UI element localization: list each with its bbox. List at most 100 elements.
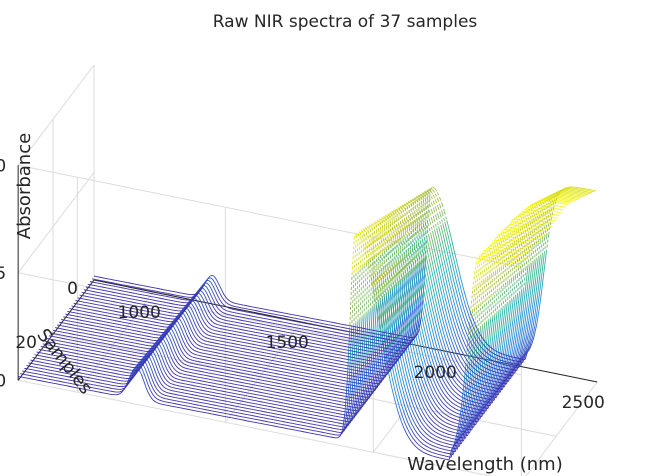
series-16-segment <box>487 401 490 404</box>
series-18-segment <box>308 373 311 375</box>
series-29-segment <box>193 385 196 387</box>
series-35-segment <box>76 381 80 383</box>
series-33-segment <box>28 365 32 367</box>
series-17-segment <box>279 364 282 366</box>
series-23-segment <box>105 349 109 351</box>
series-24-segment <box>54 342 57 344</box>
series-23-segment <box>340 394 343 397</box>
series-27-segment <box>128 366 132 368</box>
series-34-segment <box>206 403 210 405</box>
series-21-segment <box>114 344 118 347</box>
series-21-segment <box>427 361 431 370</box>
series-32-segment <box>298 414 301 417</box>
series-33-segment <box>173 393 176 395</box>
series-27-segment <box>270 393 274 396</box>
series-37-segment <box>169 405 173 407</box>
series-17-segment <box>463 397 467 400</box>
series-36-segment <box>164 401 168 403</box>
series-25-segment <box>381 217 385 221</box>
series-23-segment <box>205 368 208 371</box>
series-36-segment <box>159 399 163 402</box>
series-30-segment <box>159 368 164 375</box>
series-33-segment <box>45 368 48 371</box>
series-33-segment <box>303 418 306 421</box>
series-36-segment <box>29 375 33 377</box>
series-27-segment <box>254 390 257 393</box>
series-25-segment <box>459 423 463 426</box>
series-17-segment <box>466 398 469 401</box>
series-21-segment <box>102 342 106 345</box>
series-35-segment <box>424 444 428 448</box>
series-24-segment <box>179 364 183 368</box>
series-33-segment <box>125 382 129 385</box>
series-31-segment <box>454 441 457 444</box>
series-23-segment <box>113 350 116 353</box>
series-32-segment <box>373 239 377 249</box>
series-26-segment <box>480 384 484 400</box>
series-28-segment <box>209 385 212 387</box>
series-37-segment <box>472 269 476 290</box>
series-28-segment <box>197 382 201 385</box>
series-19-segment <box>388 213 392 247</box>
series-27-segment <box>88 358 91 360</box>
series-30-segment <box>358 364 363 396</box>
series-27-segment <box>383 233 388 242</box>
series-22-segment <box>200 364 203 367</box>
series-28-segment <box>358 405 362 413</box>
series-37-segment <box>55 383 59 385</box>
series-25-segment <box>331 399 335 401</box>
series-32-segment <box>338 422 342 424</box>
series-37-segment <box>398 415 403 423</box>
series-33-segment <box>347 419 352 426</box>
series-29-segment <box>330 411 333 414</box>
series-14-segment <box>235 346 239 349</box>
series-24-segment <box>293 388 296 391</box>
series-27-segment <box>50 351 53 353</box>
series-34-segment <box>146 366 151 374</box>
series-35-segment <box>230 410 234 413</box>
series-33-segment <box>421 433 425 437</box>
series-20-segment <box>64 332 68 334</box>
series-20-segment <box>436 379 440 386</box>
series-30-segment <box>415 404 419 411</box>
series-29-segment <box>372 222 376 226</box>
series-21-segment <box>266 374 269 376</box>
series-36-segment <box>72 383 75 385</box>
series-26-segment <box>341 404 344 406</box>
series-34-segment <box>57 374 60 376</box>
series-32-segment <box>314 417 318 420</box>
series-33-segment <box>225 403 228 406</box>
series-30-segment <box>60 362 64 364</box>
series-37-segment <box>278 426 282 428</box>
series-24-segment <box>447 415 450 418</box>
series-36-segment <box>204 409 208 411</box>
series-33-segment <box>315 421 318 423</box>
series-34-segment <box>137 360 141 366</box>
series-36-segment <box>34 375 37 378</box>
series-31-segment <box>44 362 48 364</box>
series-23-segment <box>186 364 190 367</box>
series-35-segment <box>50 376 54 378</box>
series-33-segment <box>184 395 188 398</box>
series-28-segment <box>315 405 319 408</box>
series-34-segment <box>242 410 245 412</box>
series-24-segment <box>338 397 341 400</box>
series-36-segment <box>145 377 149 385</box>
series-24-segment <box>122 355 126 358</box>
series-36-segment <box>432 452 435 454</box>
series-22-segment <box>456 412 459 415</box>
series-28-segment <box>164 363 168 370</box>
series-16-segment <box>222 350 225 352</box>
series-36-segment <box>519 263 523 265</box>
series-31-segment <box>435 435 438 438</box>
series-21-segment <box>465 412 468 414</box>
series-30-segment <box>91 368 95 370</box>
series-36-segment <box>415 441 419 445</box>
series-24-segment <box>437 406 441 411</box>
series-19-segment <box>374 387 378 390</box>
series-14-segment <box>91 318 94 321</box>
series-33-segment <box>111 381 115 384</box>
series-37-segment <box>254 421 258 424</box>
series-23-segment <box>449 412 453 415</box>
series-33-segment <box>350 403 354 420</box>
